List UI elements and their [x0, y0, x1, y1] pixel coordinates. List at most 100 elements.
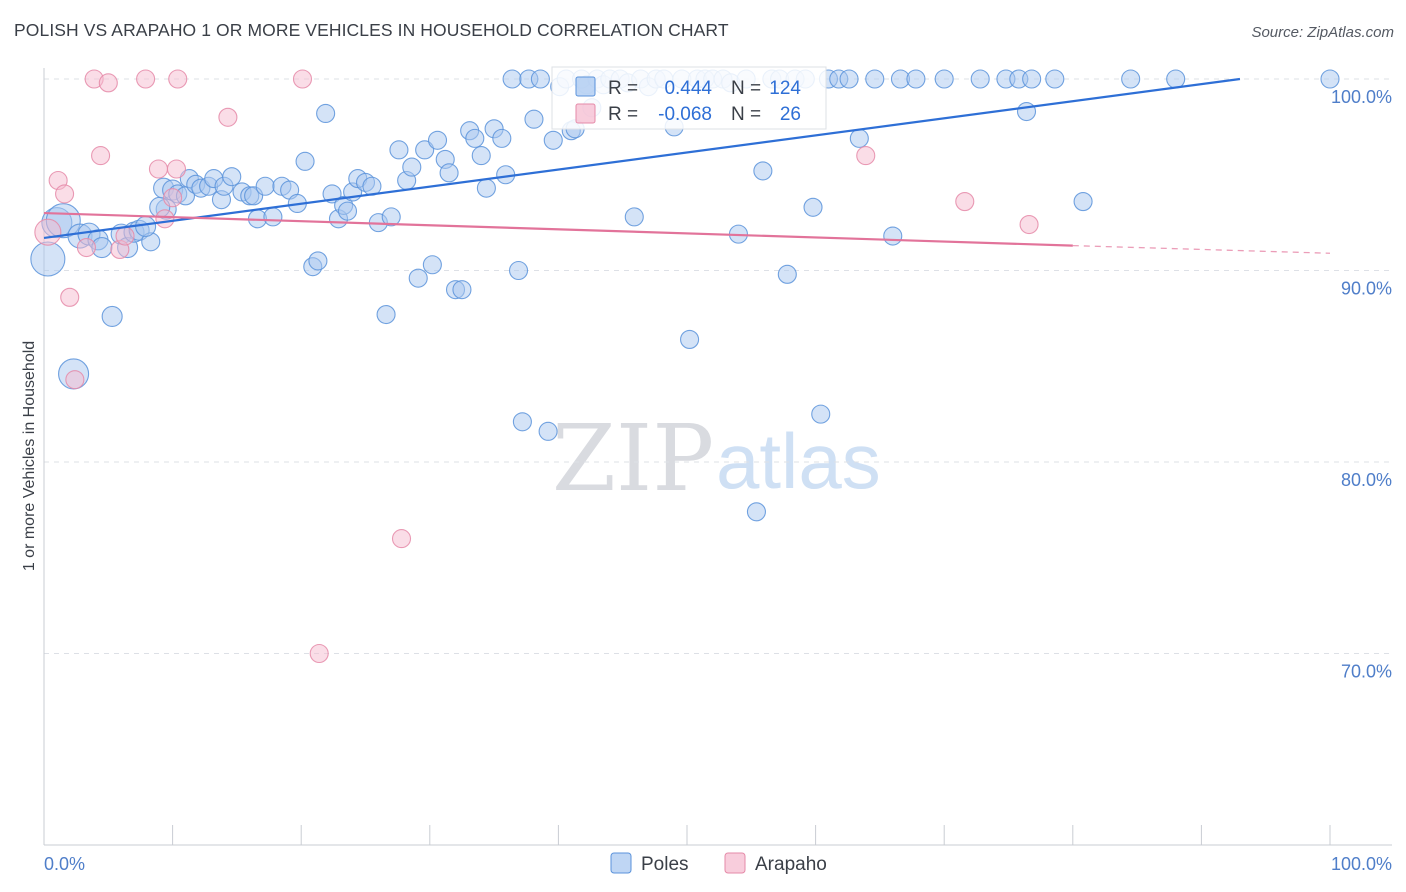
- legend-n-value-poles: 124: [769, 78, 801, 99]
- poles-point: [624, 207, 644, 227]
- arapaho-point: [136, 69, 156, 89]
- arapaho-point: [60, 287, 80, 307]
- bottom-legend-label-poles: Poles: [641, 854, 689, 875]
- poles-point: [508, 260, 529, 281]
- legend-swatch-arapaho: [575, 103, 596, 124]
- arapaho-point: [163, 188, 183, 208]
- arapaho-point: [955, 192, 975, 212]
- poles-point: [530, 69, 550, 89]
- legend-r-value-poles: 0.444: [664, 78, 712, 99]
- poles-point: [538, 421, 558, 441]
- grid-lines: [44, 78, 1392, 654]
- series-arapaho: [34, 69, 1039, 664]
- poles-point: [476, 178, 496, 198]
- poles-point: [524, 109, 544, 129]
- poles-point: [777, 264, 797, 284]
- poles-point: [883, 226, 903, 246]
- poles-point: [970, 69, 990, 89]
- poles-point: [492, 128, 512, 148]
- y-tick-label: 80.0%: [1341, 470, 1392, 490]
- arapaho-point: [168, 69, 188, 89]
- poles-point: [906, 69, 926, 89]
- poles-point: [337, 201, 358, 221]
- poles-point: [222, 167, 242, 187]
- x-tick-label: 100.0%: [1331, 854, 1392, 874]
- watermark-zip: ZIP: [552, 405, 714, 512]
- poles-point: [316, 103, 336, 124]
- arapaho-point: [65, 370, 85, 390]
- watermark-atlas: atlas: [716, 417, 881, 505]
- y-tick-label: 70.0%: [1341, 662, 1392, 682]
- arapaho-trend-extension: [1072, 244, 1331, 254]
- poles-point: [849, 128, 869, 148]
- poles-point: [811, 404, 831, 424]
- y-tick-label: 90.0%: [1341, 279, 1392, 299]
- arapaho-point: [55, 184, 75, 204]
- poles-point: [30, 241, 66, 277]
- poles-point: [1320, 69, 1340, 89]
- chart-source: Source: ZipAtlas.com: [1251, 24, 1394, 41]
- poles-point: [101, 305, 123, 328]
- poles-point: [308, 251, 328, 271]
- poles-point: [422, 255, 442, 275]
- poles-point: [746, 502, 766, 522]
- arapaho-point: [155, 209, 175, 229]
- arapaho-point: [148, 159, 169, 179]
- poles-point: [439, 163, 459, 183]
- legend-n-label-poles: N =: [731, 78, 761, 99]
- arapaho-point: [856, 146, 876, 166]
- poles-point: [376, 304, 396, 325]
- poles-point: [452, 280, 472, 300]
- arapaho-point: [34, 218, 62, 246]
- bottom-legend-label-arapaho: Arapaho: [755, 854, 827, 875]
- poles-point: [753, 161, 773, 181]
- arapaho-trend-line: [43, 211, 1073, 247]
- poles-point: [402, 157, 422, 177]
- legend-r-label-poles: R =: [608, 78, 638, 99]
- axes: [43, 68, 1392, 846]
- arapaho-point: [391, 529, 412, 549]
- poles-point: [389, 140, 409, 160]
- arapaho-point: [91, 146, 111, 166]
- poles-point: [803, 197, 823, 217]
- poles-point: [934, 69, 954, 89]
- poles-trend-line: [43, 77, 1241, 240]
- poles-point: [1016, 102, 1037, 122]
- legend-swatch-poles: [575, 76, 596, 97]
- poles-point: [543, 130, 563, 150]
- poles-point: [502, 69, 522, 89]
- arapaho-point: [115, 226, 135, 246]
- legend-n-label-arapaho: N =: [731, 104, 761, 125]
- poles-point: [465, 128, 485, 148]
- legend-r-label-arapaho: R =: [608, 104, 638, 125]
- stats-legend: R = 0.444 N = 124 R = -0.068 N = 26: [551, 66, 827, 130]
- bottom-legend-swatch-poles: [610, 852, 632, 874]
- poles-point: [255, 176, 275, 196]
- x-tick-label: 0.0%: [44, 854, 85, 874]
- legend-n-value-arapaho: 26: [780, 104, 801, 125]
- y-tick-label: 100.0%: [1331, 87, 1392, 107]
- arapaho-point: [166, 159, 187, 179]
- poles-point: [865, 69, 885, 89]
- y-tick-labels: 100.0% 90.0% 80.0% 70.0%: [1331, 87, 1392, 682]
- poles-point: [512, 412, 532, 432]
- poles-point: [1121, 69, 1141, 89]
- poles-point: [1166, 69, 1186, 89]
- bottom-legend: Poles Arapaho: [610, 852, 827, 875]
- arapaho-point: [218, 107, 238, 127]
- x-tick-labels: 0.0% 100.0%: [44, 854, 1392, 874]
- arapaho-point: [292, 69, 313, 89]
- poles-point: [680, 329, 700, 349]
- bottom-legend-swatch-arapaho: [724, 852, 746, 874]
- trend-lines: [43, 77, 1331, 254]
- poles-point: [415, 140, 435, 160]
- poles-point: [1073, 192, 1093, 212]
- arapaho-point: [76, 237, 96, 258]
- chart-title: POLISH VS ARAPAHO 1 OR MORE VEHICLES IN …: [14, 20, 729, 40]
- stats-legend-box: [551, 66, 827, 130]
- arapaho-point: [1019, 214, 1039, 235]
- poles-point: [381, 207, 401, 227]
- poles-point: [408, 268, 428, 288]
- arapaho-point: [98, 73, 118, 93]
